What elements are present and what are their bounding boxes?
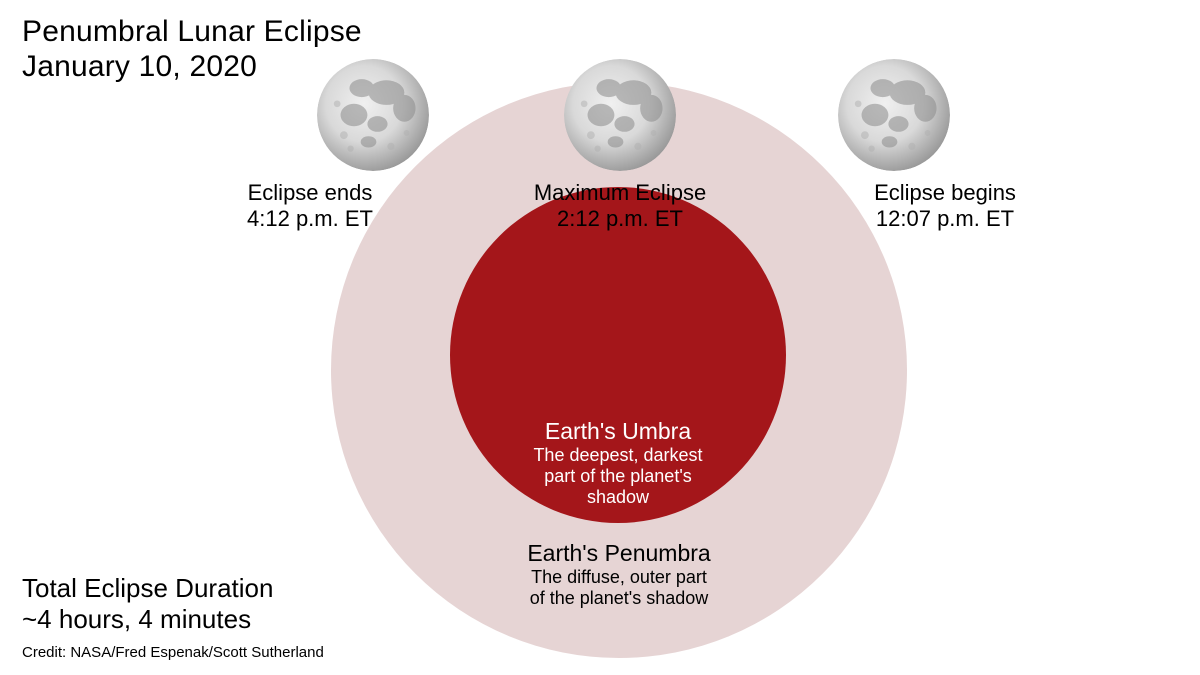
umbra-label: Earth's Umbra The deepest, darkest part … bbox=[478, 418, 758, 509]
penumbra-heading: Earth's Penumbra bbox=[459, 540, 779, 567]
eclipse-diagram: Penumbral Lunar Eclipse January 10, 2020… bbox=[0, 0, 1200, 675]
phase-begins-time: 12:07 p.m. ET bbox=[825, 206, 1065, 232]
moon-right-icon bbox=[838, 59, 950, 171]
phase-max-time: 2:12 p.m. ET bbox=[500, 206, 740, 232]
duration-block: Total Eclipse Duration ~4 hours, 4 minut… bbox=[22, 573, 273, 635]
phase-begins-title: Eclipse begins bbox=[825, 180, 1065, 206]
phase-label-begins: Eclipse begins 12:07 p.m. ET bbox=[825, 180, 1065, 233]
umbra-sub3: shadow bbox=[478, 487, 758, 508]
penumbra-label: Earth's Penumbra The diffuse, outer part… bbox=[459, 540, 779, 609]
phase-label-ends: Eclipse ends 4:12 p.m. ET bbox=[190, 180, 430, 233]
umbra-sub1: The deepest, darkest bbox=[478, 445, 758, 466]
title-line-2: January 10, 2020 bbox=[22, 49, 362, 84]
duration-label: Total Eclipse Duration bbox=[22, 573, 273, 604]
title-block: Penumbral Lunar Eclipse January 10, 2020 bbox=[22, 14, 362, 85]
moon-center-icon bbox=[564, 59, 676, 171]
credit-line: Credit: NASA/Fred Espenak/Scott Sutherla… bbox=[22, 644, 324, 661]
phase-label-max: Maximum Eclipse 2:12 p.m. ET bbox=[500, 180, 740, 233]
moon-left-icon bbox=[317, 59, 429, 171]
duration-value: ~4 hours, 4 minutes bbox=[22, 604, 273, 635]
phase-ends-title: Eclipse ends bbox=[190, 180, 430, 206]
phase-ends-time: 4:12 p.m. ET bbox=[190, 206, 430, 232]
umbra-heading: Earth's Umbra bbox=[478, 418, 758, 445]
penumbra-sub2: of the planet's shadow bbox=[459, 588, 779, 609]
umbra-sub2: part of the planet's bbox=[478, 466, 758, 487]
title-line-1: Penumbral Lunar Eclipse bbox=[22, 14, 362, 49]
penumbra-sub1: The diffuse, outer part bbox=[459, 567, 779, 588]
phase-max-title: Maximum Eclipse bbox=[500, 180, 740, 206]
